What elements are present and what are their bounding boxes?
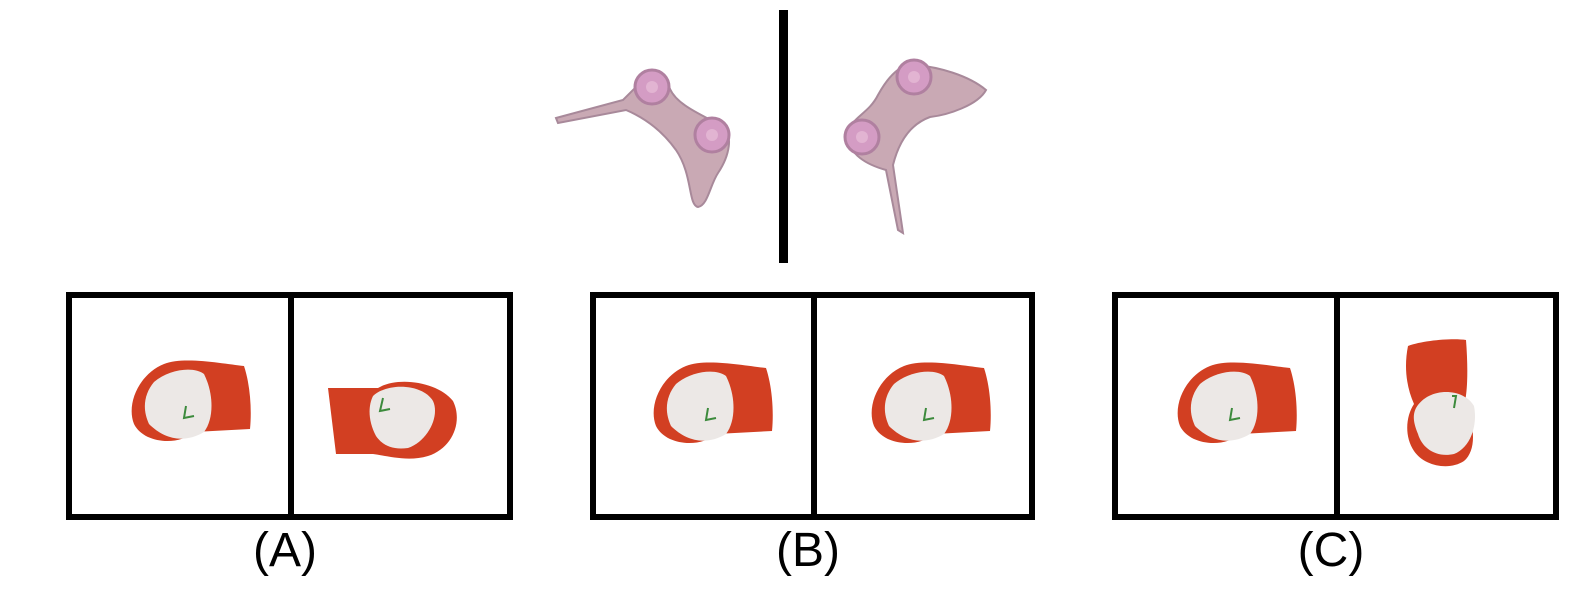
option-c-label: (C) [1297, 524, 1365, 577]
cap-right [871, 362, 991, 444]
option-a-label: (A) [253, 524, 317, 577]
cap-left [131, 360, 251, 442]
panel-divider [811, 298, 817, 514]
reference-divider [779, 10, 788, 263]
reference-object-left [554, 68, 731, 209]
reference-object-right [843, 58, 988, 235]
option-a-panel[interactable] [66, 292, 513, 520]
option-b-panel[interactable] [590, 292, 1035, 520]
option-c-panel[interactable] [1112, 292, 1559, 520]
option-b-label: (B) [776, 524, 840, 577]
cap-left [653, 362, 773, 444]
panel-divider [1334, 298, 1340, 514]
cap-right [1406, 339, 1476, 467]
cap-right [328, 381, 457, 459]
panel-divider [288, 298, 294, 514]
cap-left [1177, 362, 1297, 444]
